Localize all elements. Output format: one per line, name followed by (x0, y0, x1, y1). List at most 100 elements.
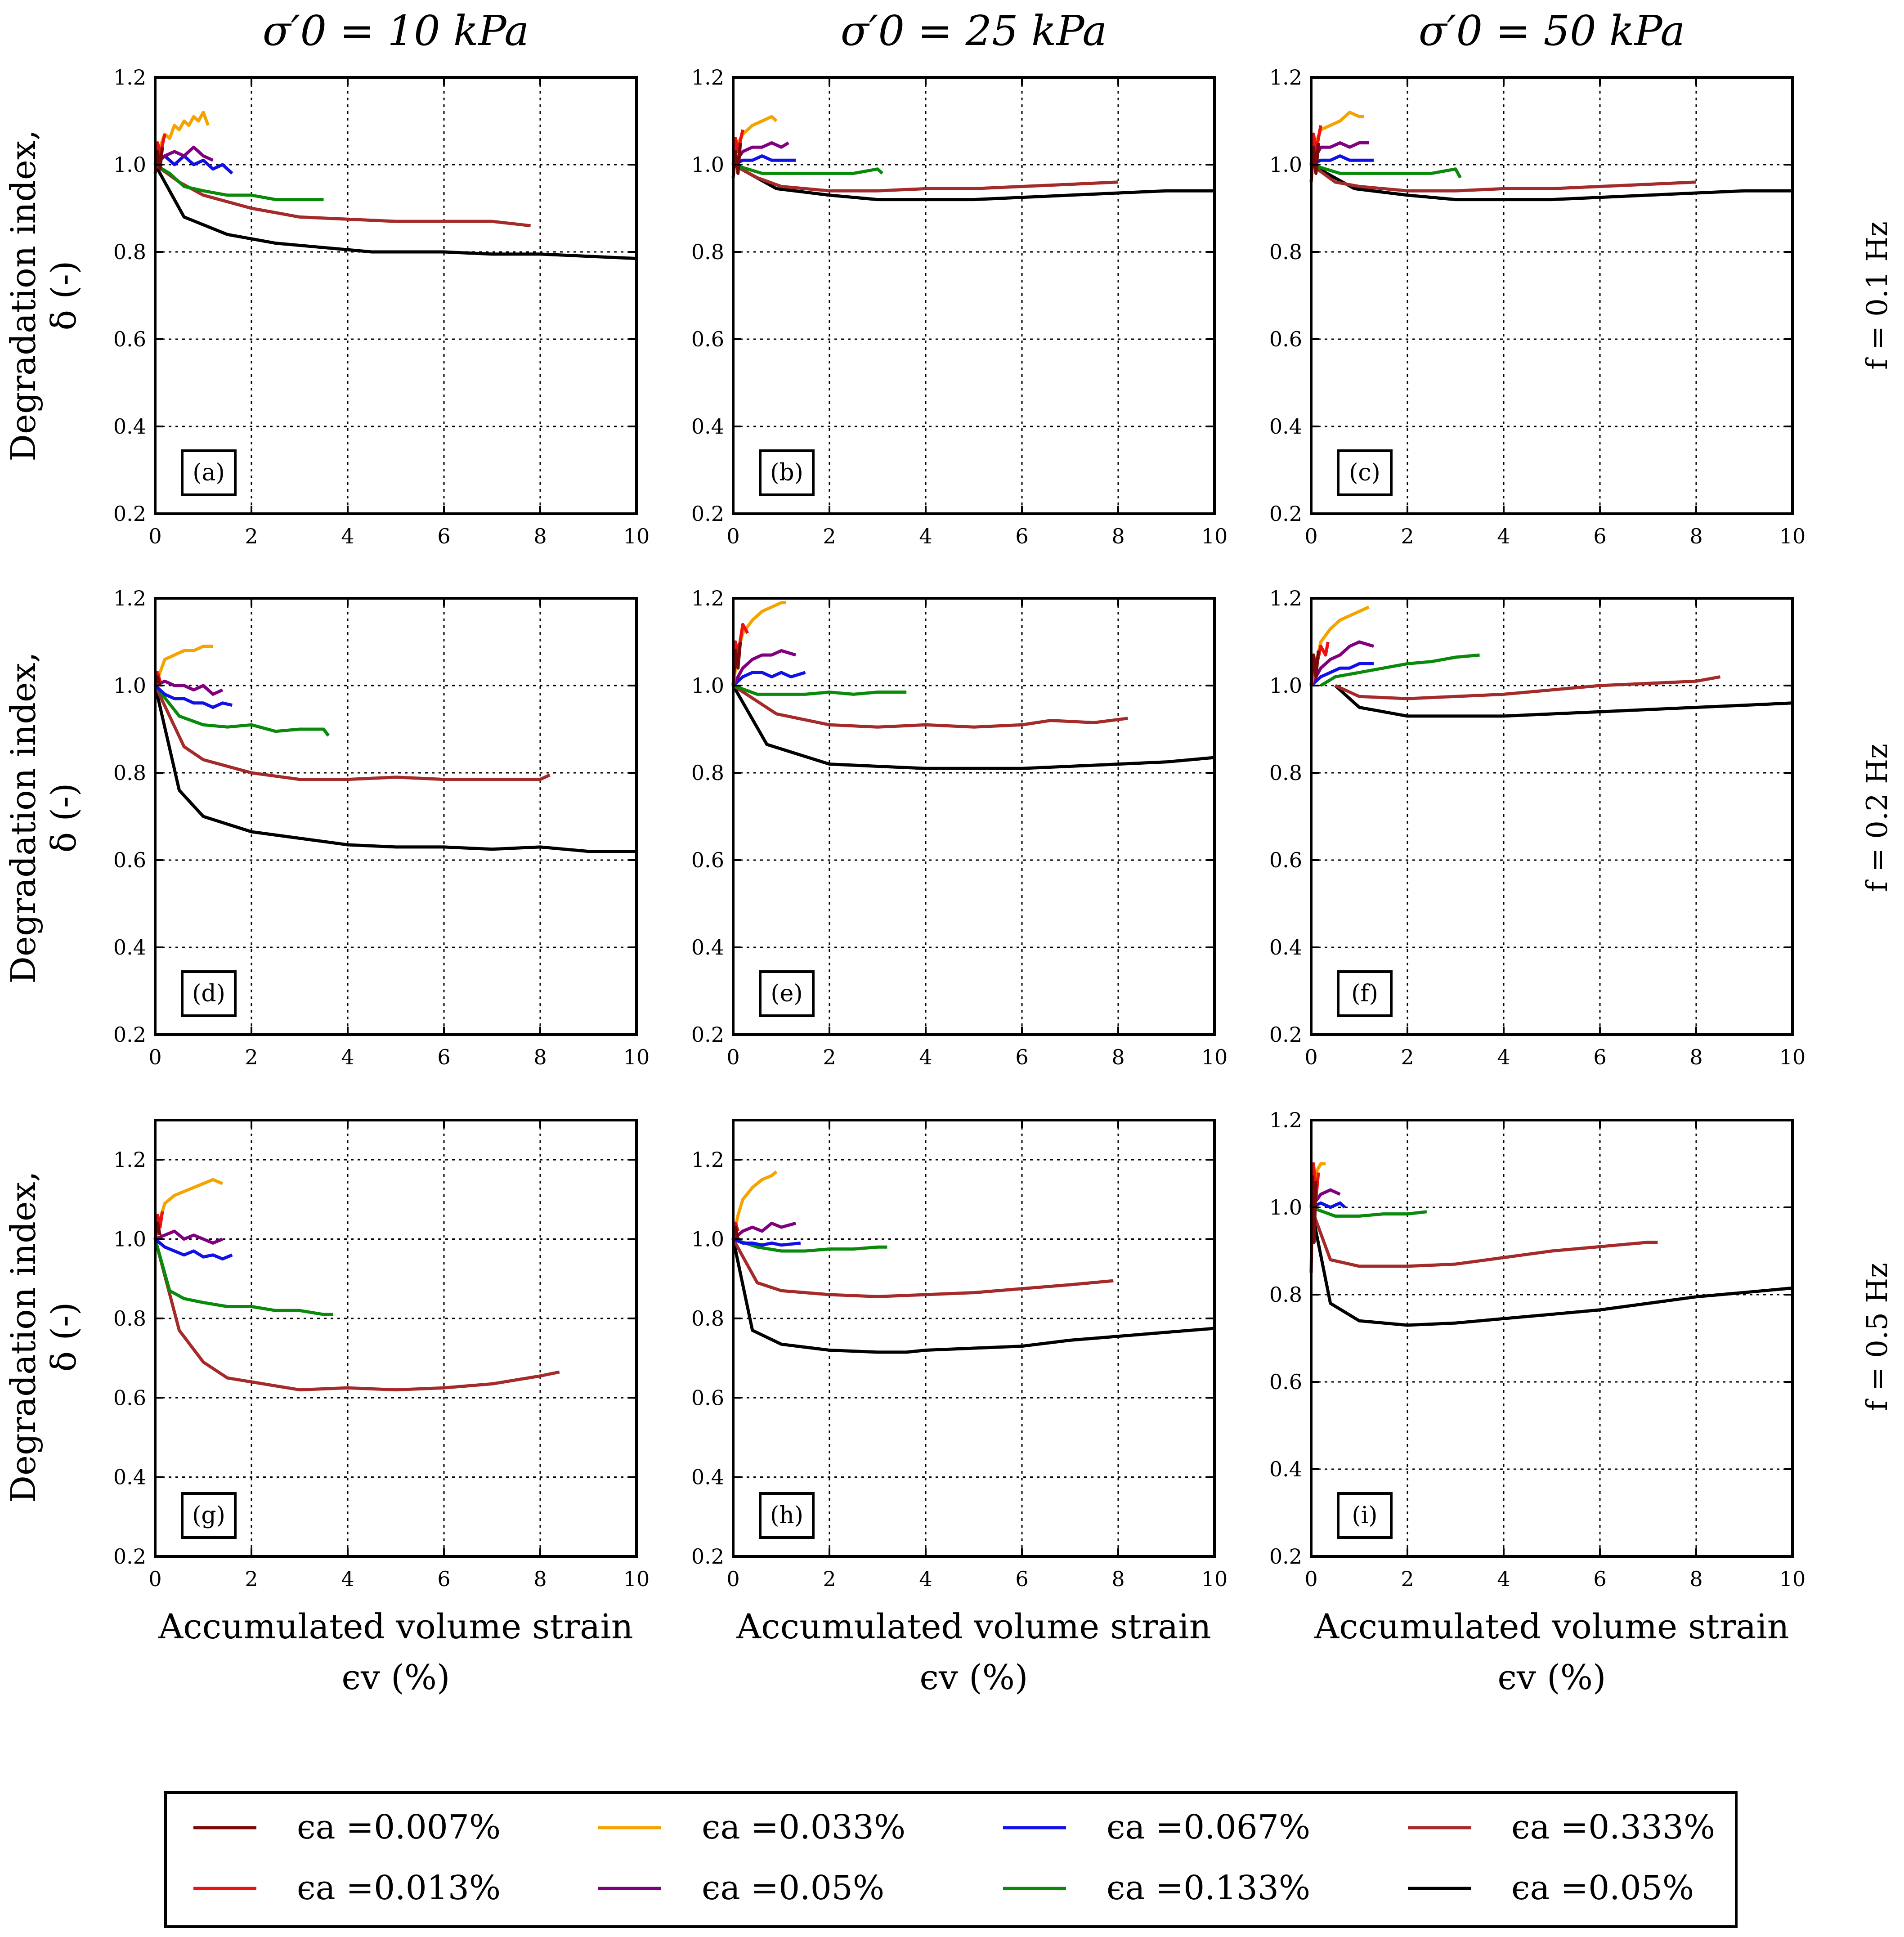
series-line (731, 685, 1215, 770)
x-tick-label: 8 (1689, 524, 1702, 548)
series-line (732, 684, 1128, 729)
x-tick-label: 10 (1201, 1045, 1228, 1069)
x-tick-label: 2 (245, 524, 258, 548)
legend-label: ϵa =0.05% (1511, 1869, 1694, 1907)
panel-label: (f) (1351, 980, 1378, 1007)
x-tick-label: 0 (1304, 524, 1317, 548)
series-line (154, 1238, 233, 1261)
y-tick-label: 0.8 (691, 240, 724, 264)
x-tick-label: 4 (1497, 524, 1510, 548)
legend-label: ϵa =0.067% (1107, 1808, 1310, 1847)
x-tick-label: 10 (1201, 524, 1228, 548)
panel-label: (a) (193, 459, 225, 486)
x-tick-label: 6 (1015, 1567, 1028, 1591)
ylabel-row-1: Degradation index, δ (-) (3, 130, 84, 462)
x-tick-label: 0 (726, 1567, 739, 1591)
y-tick-label: 0.2 (1269, 502, 1302, 526)
series-line (731, 1238, 1114, 1298)
x-tick-label: 8 (1111, 524, 1124, 548)
x-tick-label: 10 (623, 524, 650, 548)
series-line (154, 684, 330, 737)
panel-label: (g) (192, 1502, 225, 1529)
xlabel-col-1-line2: ϵv (%) (341, 1657, 450, 1697)
ylabel-line1: Degradation index, (3, 130, 43, 462)
series-line (732, 1221, 797, 1241)
legend-item: ϵa =0.033% (598, 1808, 905, 1847)
legend-label: ϵa =0.133% (1107, 1869, 1310, 1907)
x-tick-label: 6 (437, 1045, 450, 1069)
y-tick-label: 1.0 (691, 673, 724, 698)
chart-panel-f: 0 2 4 6 8 10 0.2 0.4 0.6 0.8 1.0 1.2 (f) (1269, 586, 1805, 1069)
series-line (731, 1238, 1215, 1354)
panel-label-box (1337, 449, 1393, 496)
legend-label: ϵa =0.013% (297, 1869, 501, 1907)
y-tick-label: 0.8 (691, 761, 724, 785)
y-tick-label: 0.6 (1269, 327, 1302, 351)
y-tick-label: 0.8 (113, 1306, 146, 1331)
y-tick-label: 0.4 (691, 935, 724, 960)
y-tick-label: 0.6 (1269, 848, 1302, 872)
x-tick-label: 6 (1593, 524, 1606, 548)
y-tick-label: 0.2 (113, 502, 146, 526)
legend-item: ϵa =0.05% (1408, 1869, 1694, 1907)
y-tick-label: 0.4 (113, 935, 146, 960)
y-tick-label: 0.4 (691, 414, 724, 439)
series-line (732, 163, 884, 175)
y-tick-label: 0.8 (1269, 240, 1302, 264)
legend-item: ϵa =0.05% (598, 1869, 884, 1907)
panel-label: (d) (192, 980, 225, 1007)
y-tick-label: 1.2 (1269, 1108, 1302, 1132)
x-tick-label: 8 (533, 1045, 547, 1069)
series-line (732, 163, 1214, 202)
series-line (732, 671, 806, 687)
y-tick-label: 0.8 (113, 761, 146, 785)
y-tick-label: 0.4 (1269, 414, 1302, 439)
y-tick-label: 0.6 (113, 848, 146, 872)
series-line (153, 685, 551, 781)
plot-frame (154, 1119, 638, 1558)
x-tick-label: 0 (148, 524, 161, 548)
panel-label-box (759, 1492, 815, 1539)
series-line (1320, 653, 1480, 687)
x-tick-label: 10 (623, 1567, 650, 1591)
legend-label: ϵa =0.333% (1511, 1808, 1715, 1847)
row-title-0.2hz: f = 0.2 Hz (1861, 744, 1894, 892)
x-tick-label: 0 (1304, 1045, 1317, 1069)
y-tick-label: 0.2 (691, 502, 724, 526)
chart-panel-i: 0 2 4 6 8 10 0.2 0.4 0.6 0.8 1.0 1.2 (i) (1269, 1108, 1805, 1591)
panel-label: (i) (1352, 1502, 1377, 1529)
ylabel-line2: δ (-) (44, 1302, 84, 1372)
series-line (153, 164, 637, 260)
plot-frame (154, 76, 638, 515)
x-tick-label: 10 (623, 1045, 650, 1069)
ylabel-line1: Degradation index, (3, 1171, 43, 1503)
x-tick-label: 8 (1111, 1045, 1124, 1069)
chart-panel-c: 0 2 4 6 8 10 0.2 0.4 0.6 0.8 1.0 1.2 (c) (1269, 65, 1805, 548)
series-line (732, 163, 1119, 193)
x-tick-label: 0 (726, 1045, 739, 1069)
x-tick-label: 2 (1401, 1567, 1414, 1591)
legend-label: ϵa =0.007% (297, 1808, 501, 1847)
legend-item: ϵa =0.333% (1408, 1808, 1715, 1847)
x-tick-label: 6 (1593, 1567, 1606, 1591)
panel-label: (h) (770, 1502, 803, 1529)
x-tick-label: 2 (1401, 524, 1414, 548)
x-tick-label: 4 (1497, 1045, 1510, 1069)
series-line (154, 684, 233, 709)
plot-frame (154, 597, 638, 1036)
xlabel-col-3-line2: ϵv (%) (1497, 1657, 1606, 1697)
panel-label: (e) (771, 980, 802, 1007)
y-tick-label: 1.0 (691, 1227, 724, 1251)
x-tick-label: 0 (1304, 1567, 1317, 1591)
x-tick-label: 10 (1779, 1567, 1806, 1591)
y-tick-label: 0.2 (691, 1544, 724, 1569)
series-line (1310, 163, 1462, 179)
panel-label-box (181, 1492, 237, 1539)
series-line (732, 1238, 801, 1247)
x-tick-label: 6 (437, 1567, 450, 1591)
legend-label: ϵa =0.033% (702, 1808, 905, 1847)
series-line (153, 1238, 560, 1392)
legend-items: ϵa =0.007% ϵa =0.033% ϵa =0.067% ϵa =0.333%… (193, 1808, 1715, 1907)
x-tick-label: 10 (1779, 524, 1806, 548)
legend-item: ϵa =0.067% (1003, 1808, 1310, 1847)
